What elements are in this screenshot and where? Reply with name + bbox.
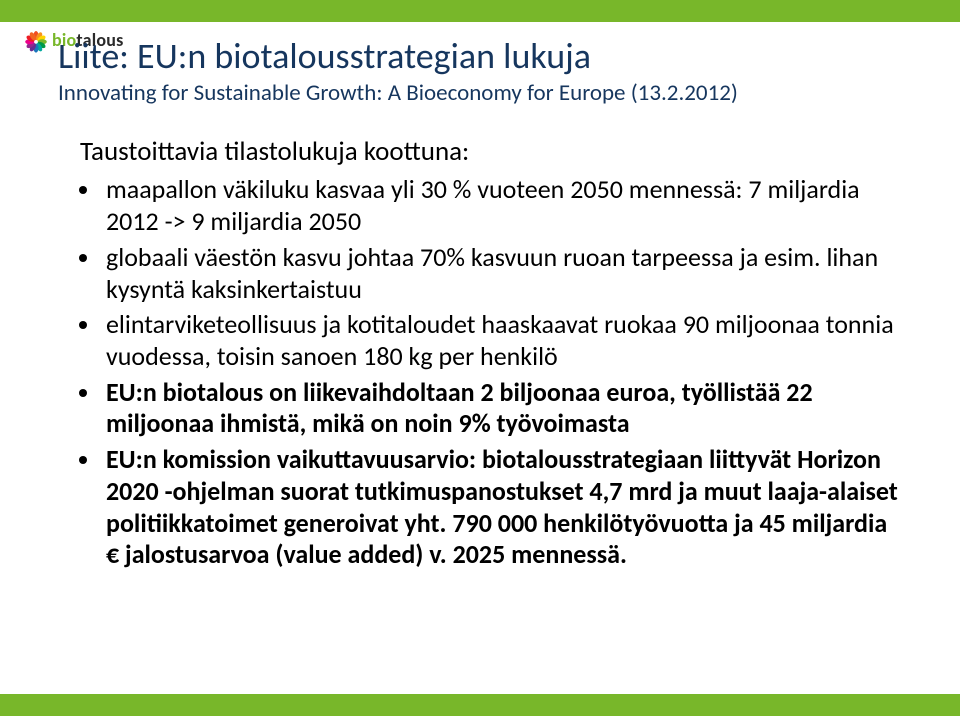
- bullet-item: maapallon väkiluku kasvaa yli 30 % vuote…: [102, 174, 905, 237]
- footer-text: biotalous.fi | 4.12.2013: [792, 672, 934, 690]
- slide: biotalous Liite: EU:n biotalousstrategia…: [0, 0, 960, 716]
- top-bar: [0, 0, 960, 22]
- bullet-item: globaali väestön kasvu johtaa 70% kasvuu…: [102, 242, 905, 305]
- page-title: Liite: EU:n biotalousstrategian lukuja: [58, 36, 905, 77]
- bullet-list: maapallon väkiluku kasvaa yli 30 % vuote…: [58, 174, 905, 571]
- logo-flower-icon: [24, 28, 48, 52]
- content-area: Liite: EU:n biotalousstrategian lukuja I…: [58, 36, 905, 575]
- bullet-item: EU:n biotalous on liikevaihdoltaan 2 bil…: [102, 377, 905, 440]
- bottom-bar: [0, 694, 960, 716]
- section-heading: Taustoittavia tilastolukuja koottuna:: [80, 135, 905, 168]
- bullet-item: elintarviketeollisuus ja kotitaloudet ha…: [102, 309, 905, 372]
- page-subtitle: Innovating for Sustainable Growth: A Bio…: [58, 79, 905, 107]
- bullet-item: EU:n komission vaikuttavuusarvio: biotal…: [102, 444, 905, 571]
